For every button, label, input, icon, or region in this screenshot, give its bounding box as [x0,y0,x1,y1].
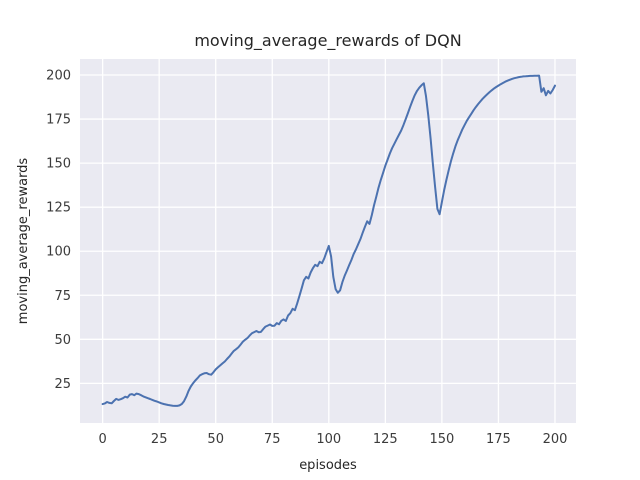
y-axis-label: moving_average_rewards [16,158,31,325]
plot-background [80,59,576,423]
y-tick-label: 200 [46,69,71,84]
y-tick-label: 125 [46,201,71,216]
x-tick-label: 200 [543,432,568,447]
y-tick-labels: 25 50 75 100 125 150 175 200 [46,69,71,392]
y-tick-label: 75 [54,289,71,304]
x-axis-label: episodes [299,458,357,473]
y-tick-label: 150 [46,157,71,172]
y-tick-label: 100 [46,245,71,260]
x-tick-label: 75 [264,432,281,447]
x-tick-label: 125 [373,432,398,447]
x-tick-label: 0 [98,432,106,447]
grid-lines [80,59,576,423]
chart-title: moving_average_rewards of DQN [194,31,461,51]
y-tick-label: 50 [54,333,71,348]
data-line [101,74,556,407]
x-tick-label: 25 [151,432,168,447]
x-tick-label: 100 [316,432,341,447]
plot-layer: 0 25 50 75 100 125 150 175 200 25 50 75 100 125 150 175… [46,59,576,447]
x-tick-labels: 0 25 50 75 100 125 150 175 200 [98,432,567,447]
x-tick-label: 50 [207,432,224,447]
x-tick-label: 175 [486,432,511,447]
y-tick-label: 25 [54,377,71,392]
x-tick-label: 150 [429,432,454,447]
y-tick-label: 175 [46,113,71,128]
